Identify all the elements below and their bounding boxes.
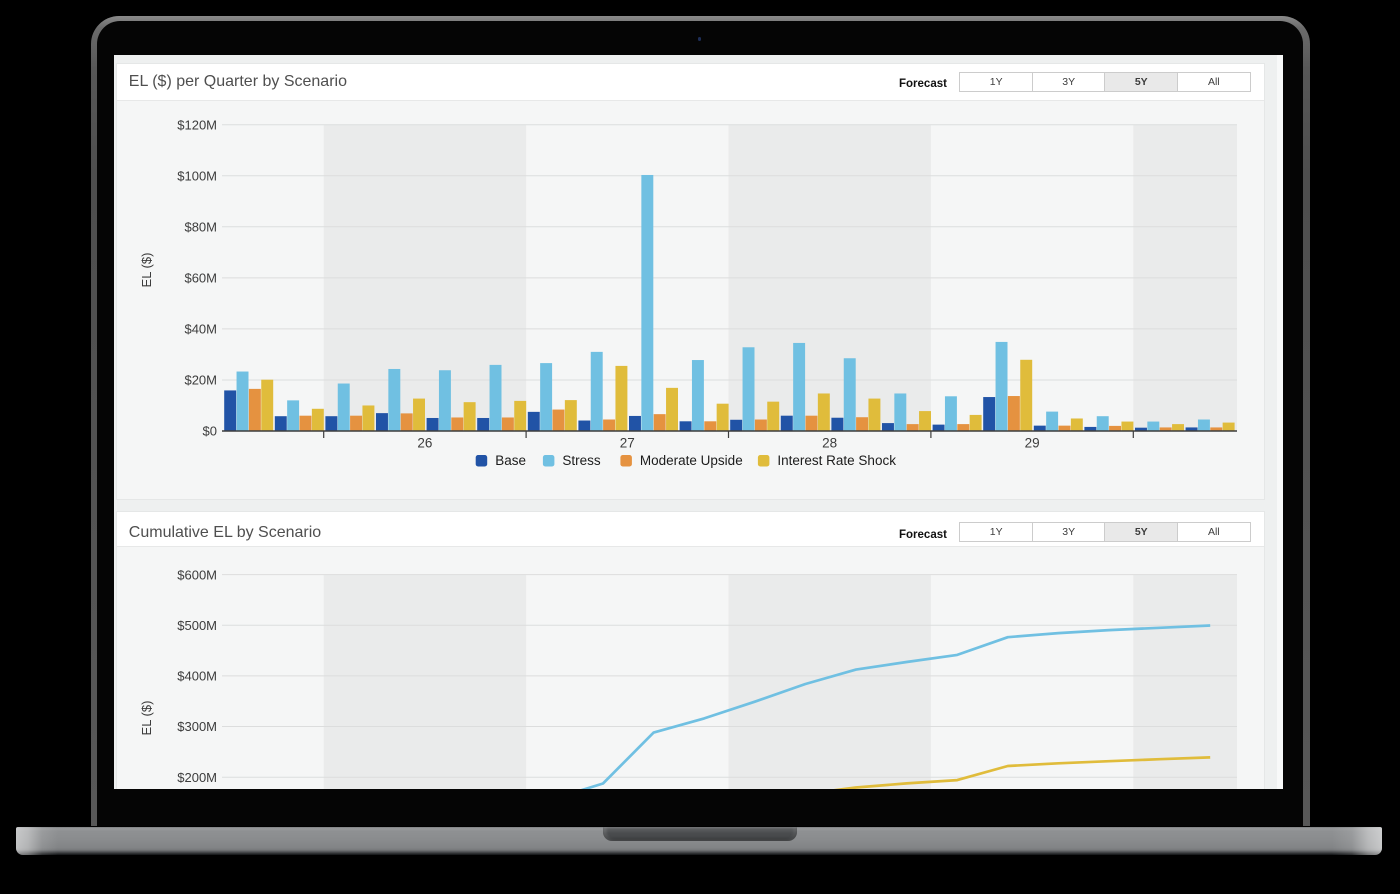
svg-text:EL ($): EL ($) xyxy=(139,701,154,736)
svg-text:$200M: $200M xyxy=(177,770,217,785)
svg-text:$0: $0 xyxy=(203,424,217,439)
svg-text:$600M: $600M xyxy=(177,567,217,582)
svg-text:EL ($): EL ($) xyxy=(139,253,154,288)
svg-text:$300M: $300M xyxy=(177,719,217,734)
svg-text:Interest Rate Shock: Interest Rate Shock xyxy=(777,453,896,468)
svg-text:$40M: $40M xyxy=(184,322,217,337)
svg-text:29: 29 xyxy=(1025,435,1040,450)
svg-text:$80M: $80M xyxy=(184,220,217,235)
svg-text:$60M: $60M xyxy=(184,271,217,286)
svg-text:Base: Base xyxy=(495,453,526,468)
svg-text:$500M: $500M xyxy=(177,618,217,633)
svg-text:$120M: $120M xyxy=(177,117,217,132)
svg-text:Stress: Stress xyxy=(562,453,601,468)
svg-text:$20M: $20M xyxy=(184,373,217,388)
svg-text:27: 27 xyxy=(620,435,635,450)
svg-text:Moderate Upside: Moderate Upside xyxy=(640,453,743,468)
svg-text:26: 26 xyxy=(417,435,432,450)
svg-text:$400M: $400M xyxy=(177,669,217,684)
svg-text:28: 28 xyxy=(822,435,837,450)
svg-text:$100M: $100M xyxy=(177,169,217,184)
